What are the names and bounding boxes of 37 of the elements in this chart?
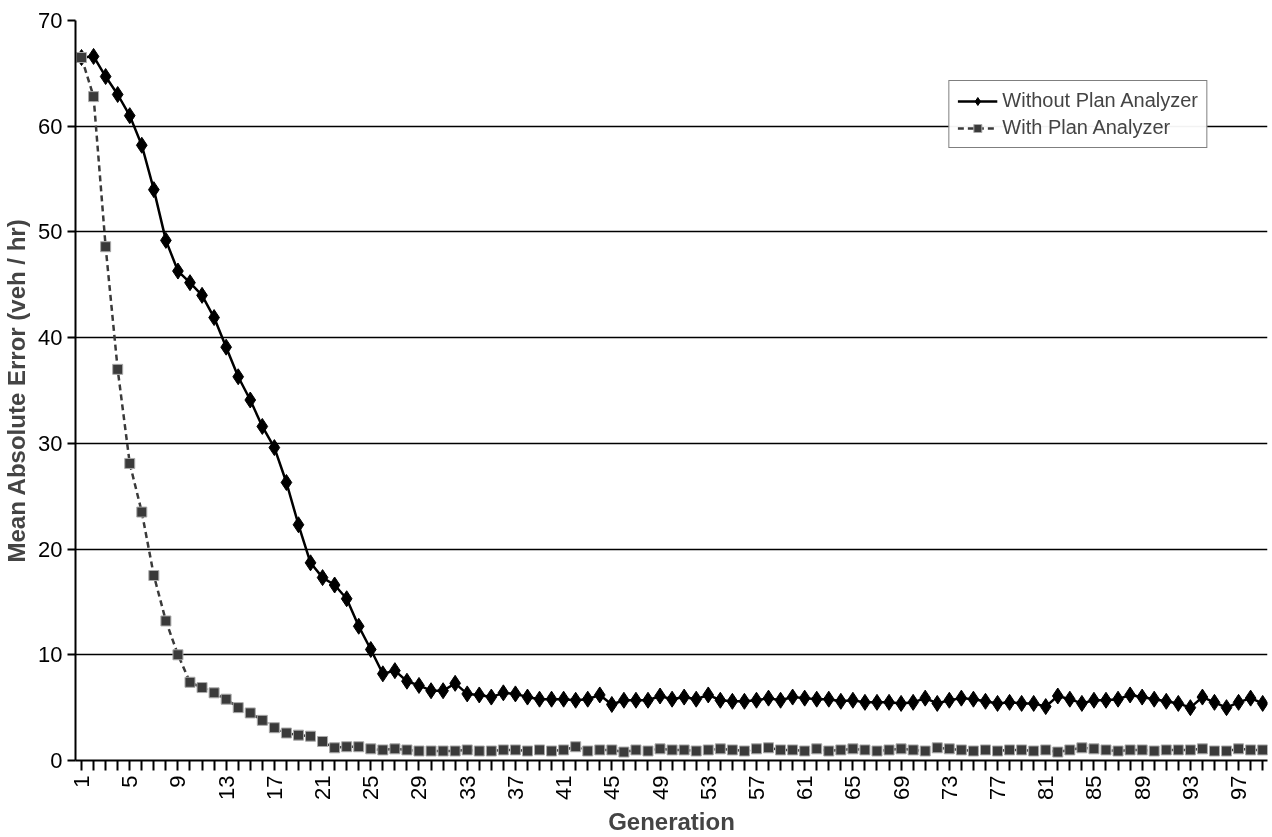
x-tick-label: 73 <box>936 775 962 800</box>
x-tick-label: 5 <box>117 775 143 788</box>
y-tick-label: 30 <box>38 430 63 456</box>
x-tick-label: 49 <box>647 775 673 800</box>
x-tick-label: 61 <box>792 775 818 800</box>
legend-label: Without Plan Analyzer <box>1002 89 1198 112</box>
x-tick-label: 57 <box>743 775 769 800</box>
x-tick-label: 41 <box>551 775 577 800</box>
y-axis-title: Mean Absolute Error (veh / hr) <box>3 219 31 563</box>
x-tick-label: 17 <box>261 775 287 800</box>
x-tick-label: 29 <box>406 775 432 800</box>
x-tick-label: 9 <box>165 775 191 788</box>
x-tick-label: 1 <box>69 775 95 788</box>
x-tick-label: 93 <box>1177 775 1203 800</box>
x-tick-label: 25 <box>358 775 384 800</box>
x-tick-label: 81 <box>1033 775 1059 800</box>
y-tick-label: 70 <box>38 8 63 33</box>
x-tick-label: 33 <box>454 775 480 800</box>
x-tick-label: 37 <box>502 775 528 800</box>
x-tick-label: 97 <box>1226 775 1252 800</box>
x-tick-label: 85 <box>1081 775 1107 800</box>
x-tick-label: 89 <box>1129 775 1155 800</box>
y-tick-label: 40 <box>38 325 63 351</box>
x-tick-label: 45 <box>599 775 625 800</box>
x-tick-label: 13 <box>213 775 239 800</box>
legend-label: With Plan Analyzer <box>1002 116 1171 139</box>
y-tick-label: 20 <box>38 536 63 562</box>
y-tick-label: 50 <box>38 219 63 245</box>
x-tick-label: 69 <box>888 775 914 800</box>
y-tick-label: 10 <box>38 642 63 668</box>
x-tick-label: 65 <box>840 775 866 800</box>
y-tick-label: 0 <box>50 748 63 773</box>
x-tick-label: 77 <box>985 775 1011 800</box>
x-tick-label: 53 <box>695 775 721 800</box>
y-tick-label: 60 <box>38 113 63 139</box>
x-tick-label: 21 <box>310 775 336 800</box>
x-axis-title: Generation <box>608 807 735 835</box>
